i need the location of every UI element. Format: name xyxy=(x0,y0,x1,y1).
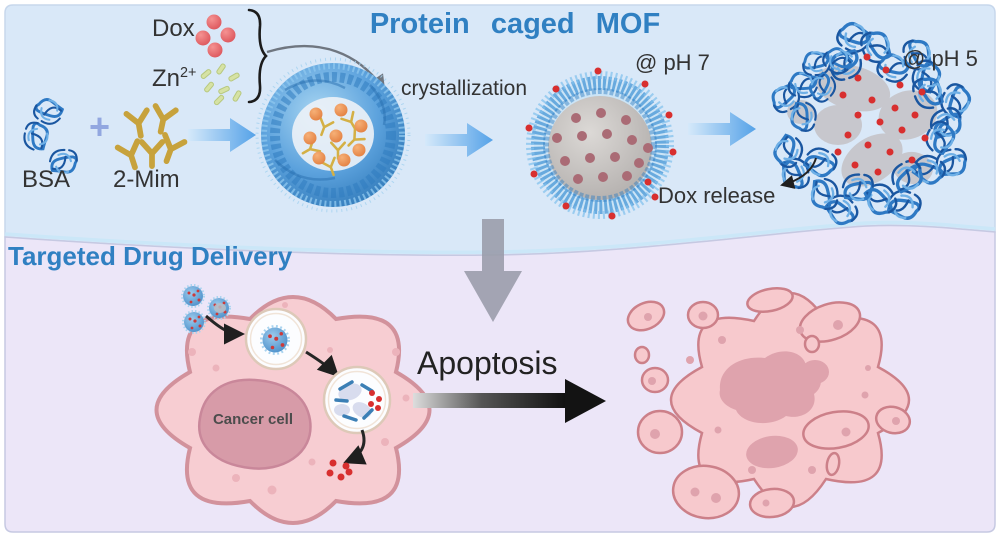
dox-release-label: Dox release xyxy=(658,183,776,208)
zn-label-base: Zn xyxy=(152,65,181,92)
dox-release-arrow-icon xyxy=(780,157,817,189)
ph7-label: @ pH 7 xyxy=(635,50,710,75)
ph5-label: @ pH 5 xyxy=(903,46,978,71)
crystallization-label: crystallization xyxy=(401,77,528,100)
endocytosis-arrow-icon xyxy=(205,314,245,345)
mof-ph7-illustration xyxy=(525,67,677,220)
drug-release-arrow-icon xyxy=(343,429,367,465)
curly-brace-icon xyxy=(247,8,268,104)
cell-nucleus xyxy=(197,378,312,470)
cancer-cell-illustration xyxy=(154,295,432,525)
endosome-vesicle xyxy=(244,307,308,371)
cancer-cell-label: Cancer cell xyxy=(212,411,294,428)
top-panel-title: Protein caged MOF xyxy=(369,8,661,40)
bottom-panel-title: Targeted Drug Delivery xyxy=(8,241,293,271)
panel-divider-arrow-icon xyxy=(464,219,522,322)
zn-label: Zn2+ xyxy=(152,65,196,93)
dox-molecules-icon xyxy=(195,14,236,58)
degraded-vesicle xyxy=(322,365,392,435)
zn-label-sup: 2+ xyxy=(180,65,197,81)
apoptosis-label: Apoptosis xyxy=(417,345,558,381)
panel-divider-highlight xyxy=(4,220,996,255)
nanoparticles-icon xyxy=(181,284,231,334)
plus-sign: + xyxy=(89,106,111,147)
dox-label: Dox xyxy=(152,15,195,42)
two-mim-label: 2-Mim xyxy=(113,166,180,193)
mof-ph5-illustration xyxy=(644,24,982,232)
apoptotic-cell-illustration xyxy=(626,286,912,520)
trafficking-arrow-icon xyxy=(305,350,340,378)
zn-ions-icon xyxy=(200,63,242,106)
bsa-label: BSA xyxy=(22,166,71,193)
apoptosis-arrow-icon xyxy=(413,379,606,423)
mof-nanoparticle-illustration xyxy=(255,57,411,213)
